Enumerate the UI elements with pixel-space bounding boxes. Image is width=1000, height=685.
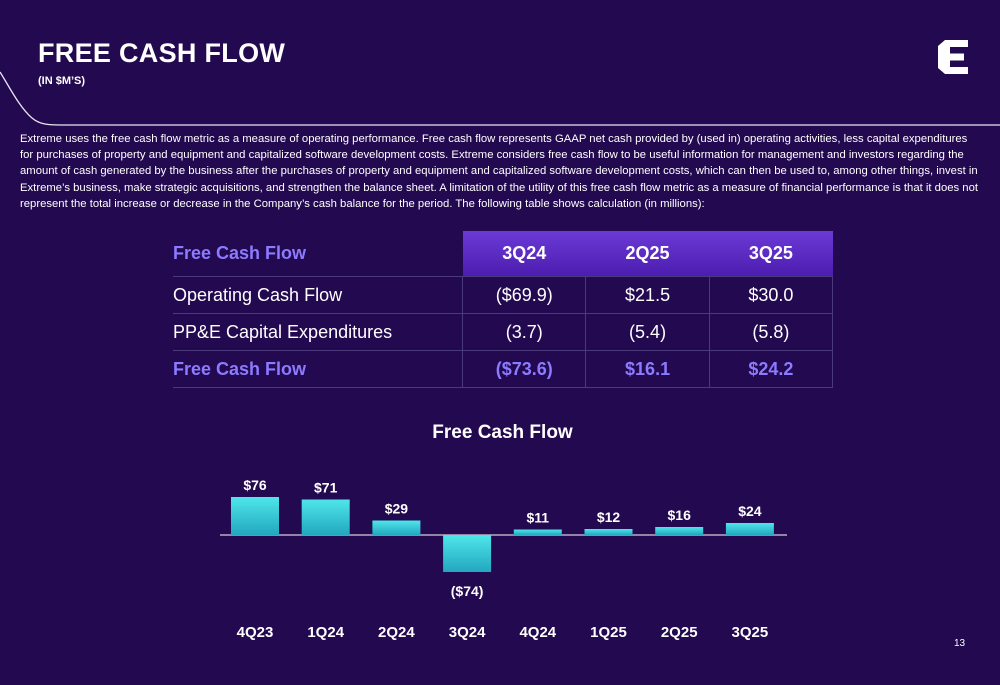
x-tick-label-1q24: 1Q24 (307, 624, 344, 641)
bar-4q23 (231, 497, 279, 535)
table-row-free-cash-flow: Free Cash Flow ($73.6) $16.1 $24.2 (173, 350, 834, 388)
header-divider-curve (0, 71, 1000, 126)
bar-4q24 (513, 529, 562, 535)
table-header-3q24: 3Q24 (462, 231, 586, 277)
bar-1q24 (301, 499, 350, 535)
x-tick-label-3q25: 3Q25 (732, 624, 769, 641)
chart-title: Free Cash Flow (432, 422, 573, 443)
free-cash-flow-bar-chart: $76 4Q23 $71 1Q24 $29 2Q24 ($74) 3Q24 $11 4Q24 $12… (220, 477, 787, 641)
x-tick-label-2q25: 2Q25 (661, 624, 698, 641)
table-header-label: Free Cash Flow (173, 231, 463, 277)
table-cell: $24.2 (708, 350, 834, 388)
data-label-2q25: $16 (668, 507, 692, 523)
page-title: FREE CASH FLOW (38, 38, 286, 68)
data-label-3q24: ($74) (451, 583, 484, 599)
row-label: Free Cash Flow (173, 350, 464, 388)
row-label: PP&E Capital Expenditures (173, 313, 464, 351)
x-tick-label-3q24: 3Q24 (449, 624, 486, 641)
data-label-3q25: $24 (738, 503, 762, 519)
x-tick-label-2q24: 2Q24 (378, 624, 415, 641)
table-header-2q25: 2Q25 (585, 231, 710, 277)
table-cell: (5.8) (708, 313, 834, 351)
table-cell: (5.4) (585, 313, 710, 351)
table-cell: $16.1 (585, 350, 710, 388)
bar-2q24 (372, 520, 421, 535)
row-label: Operating Cash Flow (173, 276, 464, 314)
free-cash-flow-table: Free Cash Flow 3Q24 2Q25 3Q25 Operating … (173, 231, 834, 388)
table-cell: $30.0 (708, 276, 834, 314)
bar-3q24 (443, 535, 492, 572)
x-tick-label-4q23: 4Q23 (237, 624, 274, 641)
table-header-3q25: 3Q25 (709, 231, 833, 277)
data-label-4q24: $11 (527, 510, 550, 526)
extreme-logo-icon (938, 40, 968, 74)
data-label-2q24: $29 (385, 501, 409, 517)
table-header-row: Free Cash Flow 3Q24 2Q25 3Q25 (173, 231, 833, 277)
data-label-1q24: $71 (314, 480, 338, 496)
data-label-4q23: $76 (243, 477, 267, 493)
bar-1q25 (584, 529, 633, 535)
page-subtitle: (IN $M’S) (38, 75, 86, 87)
x-tick-label-1q25: 1Q25 (590, 624, 627, 641)
bar-3q25 (725, 523, 774, 535)
bar-2q25 (655, 527, 704, 535)
table-cell: (3.7) (462, 313, 587, 351)
table-cell: ($73.6) (462, 350, 587, 388)
table-cell: ($69.9) (462, 276, 587, 314)
data-label-1q25: $12 (597, 509, 621, 525)
description-paragraph: Extreme uses the free cash flow metric a… (20, 133, 979, 210)
table-row-ppe-capex: PP&E Capital Expenditures (3.7) (5.4) (5… (173, 313, 834, 351)
x-tick-label-4q24: 4Q24 (519, 624, 556, 641)
table-row-operating-cash-flow: Operating Cash Flow ($69.9) $21.5 $30.0 (173, 276, 834, 314)
page-number: 13 (954, 638, 966, 649)
table-cell: $21.5 (585, 276, 710, 314)
